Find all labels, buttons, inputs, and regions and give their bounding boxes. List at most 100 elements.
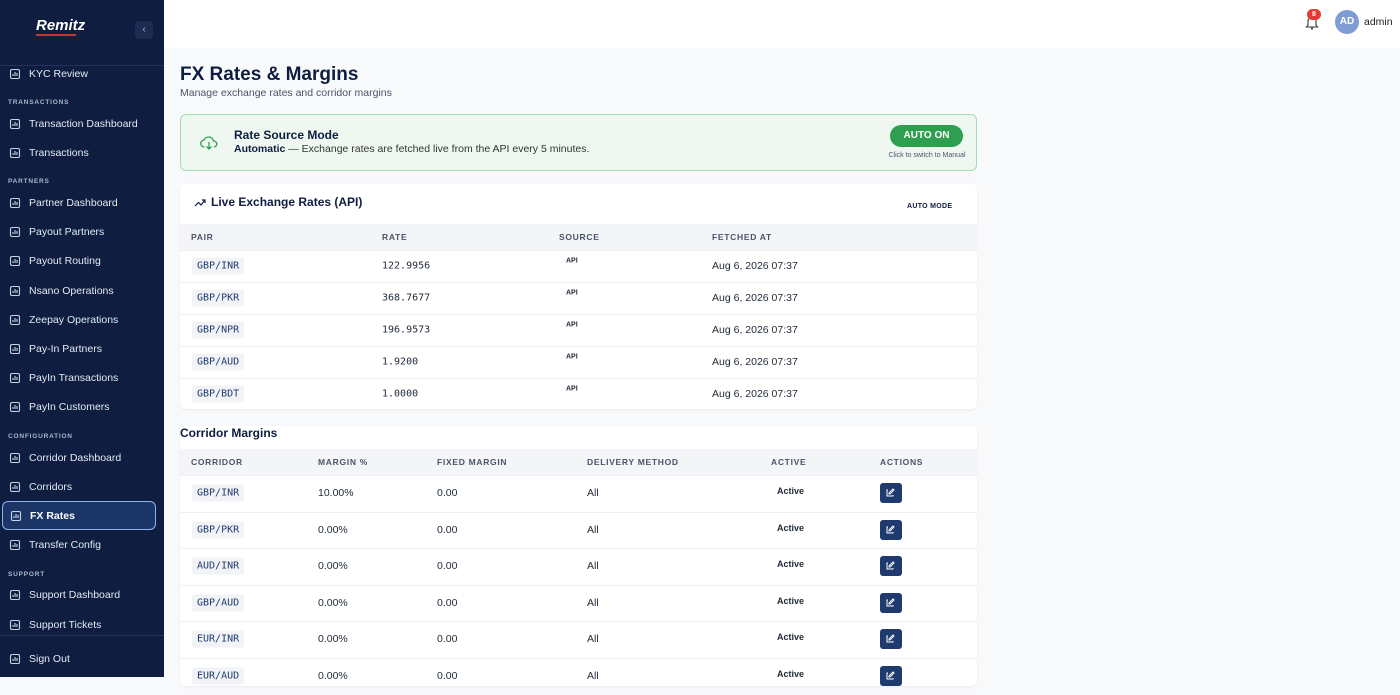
table-row (180, 282, 977, 314)
edit-icon (886, 671, 895, 680)
table-row (180, 378, 977, 410)
corridor-cell: GBP/AUD (192, 594, 245, 612)
nav-label: FX Rates (30, 509, 75, 522)
column-header: PAIR (191, 232, 214, 242)
nav-item[interactable]: FX Rates (2, 501, 156, 531)
nav-label: Zeepay Operations (29, 313, 119, 326)
column-header: DELIVERY METHOD (587, 457, 679, 467)
column-header: CORRIDOR (191, 457, 243, 467)
edit-button[interactable] (880, 556, 902, 577)
nav-icon (9, 68, 21, 79)
margin-cell: 0.00% (318, 560, 348, 573)
banner-text: Automatic — Exchange rates are fetched l… (234, 143, 589, 155)
delivery-cell: All (587, 560, 599, 573)
divider (0, 635, 164, 636)
edit-icon (886, 598, 895, 607)
nav-item[interactable]: Payout Partners (2, 218, 156, 247)
nav-item[interactable]: Corridor Dashboard (2, 443, 156, 472)
table-row (180, 314, 977, 346)
nav-item[interactable]: PayIn Customers (2, 393, 156, 422)
nav-item[interactable]: KYC Review (2, 59, 156, 88)
delivery-cell: All (587, 523, 599, 536)
collapse-button[interactable]: ‹ (135, 21, 153, 39)
nav-label: Corridors (29, 480, 73, 493)
logo-underline (36, 34, 76, 36)
margins-card: Corridor Margins CORRIDOR MARGIN % FIXED M… (180, 426, 977, 686)
nav-icon (9, 481, 21, 492)
section-label: PARTNERS (8, 178, 50, 186)
delivery-cell: All (587, 487, 599, 499)
fixed-margin-cell: 0.00 (437, 633, 458, 646)
nav-label: Transfer Config (29, 539, 101, 552)
nav-label: Partner Dashboard (29, 196, 118, 209)
fixed-margin-cell: 0.00 (437, 487, 458, 499)
trend-icon (194, 199, 206, 207)
nav-label: Transactions (29, 146, 89, 159)
nav-item[interactable]: Sign Out (2, 644, 156, 673)
margin-cell: 10.00% (318, 487, 354, 499)
nav-item[interactable]: Partner Dashboard (2, 188, 156, 217)
nav-item[interactable]: Support Tickets (2, 610, 156, 639)
nav-label: Sign Out (29, 652, 70, 665)
fixed-margin-cell: 0.00 (437, 670, 458, 682)
section-label: TRANSACTIONS (8, 99, 70, 106)
edit-button[interactable] (880, 592, 902, 613)
nav-item[interactable]: Zeepay Operations (2, 305, 156, 334)
active-badge: Active (777, 486, 805, 496)
rate-cell: 1.9200 (382, 356, 419, 368)
nav-icon (9, 540, 21, 551)
fetched-cell: Aug 6, 2026 07:37 (712, 324, 798, 336)
nav-icon (9, 619, 21, 630)
delivery-cell: All (587, 670, 599, 682)
nav-item[interactable]: Pay-In Partners (2, 334, 156, 363)
column-header: FETCHED AT (712, 232, 772, 242)
nav-item[interactable]: Transactions (2, 138, 156, 167)
table-row (180, 475, 977, 512)
fetched-cell: Aug 6, 2026 07:37 (712, 260, 798, 272)
corridor-cell: GBP/PKR (192, 521, 245, 539)
edit-icon (886, 488, 895, 497)
nav-item[interactable]: Payout Routing (2, 247, 156, 276)
pair-cell: GBP/PKR (192, 289, 245, 307)
section-label: CONFIGURATION (8, 433, 73, 440)
pair-cell: GBP/BDT (192, 385, 245, 403)
auto-mode-badge: AUTO MODE (907, 203, 953, 210)
nav-label: Pay-In Partners (29, 342, 102, 355)
source-badge: API (566, 321, 578, 329)
nav-item[interactable]: Transfer Config (2, 531, 156, 560)
nav-item[interactable]: Support Dashboard (2, 581, 156, 610)
rate-cell: 196.9573 (382, 324, 431, 336)
nav-item[interactable]: Transaction Dashboard (2, 109, 156, 138)
rate-cell: 122.9956 (382, 260, 431, 272)
nav-item[interactable]: Corridors (2, 472, 156, 501)
nav-label: KYC Review (29, 67, 88, 80)
nav-label: Transaction Dashboard (29, 117, 138, 130)
corridor-cell: EUR/AUD (192, 667, 245, 685)
nav-label: Support Tickets (29, 618, 102, 631)
edit-button[interactable] (880, 519, 902, 540)
edit-button[interactable] (880, 629, 902, 650)
nav-icon (9, 343, 21, 354)
nav-label: Corridor Dashboard (29, 451, 122, 464)
nav-label: Nsano Operations (29, 284, 114, 297)
edit-button[interactable] (880, 666, 902, 686)
nav-icon (9, 314, 21, 325)
fetched-cell: Aug 6, 2026 07:37 (712, 356, 798, 368)
table-row (180, 658, 977, 695)
auto-toggle-button[interactable]: AUTO ON (890, 125, 963, 147)
page-subtitle: Manage exchange rates and corridor margi… (180, 87, 392, 99)
nav-item[interactable]: PayIn Transactions (2, 364, 156, 393)
active-badge: Active (777, 522, 805, 533)
column-header: RATE (382, 232, 408, 242)
edit-icon (886, 634, 895, 643)
pair-cell: GBP/NPR (192, 321, 245, 339)
source-badge: API (566, 385, 578, 393)
fetched-cell: Aug 6, 2026 07:37 (712, 292, 798, 304)
avatar[interactable]: AD (1335, 10, 1359, 34)
sidebar: Remitz ‹ KYC Review TRANSACTIONS Transacti… (0, 0, 164, 677)
active-badge: Active (777, 669, 805, 679)
nav-item[interactable]: Nsano Operations (2, 276, 156, 305)
edit-button[interactable] (880, 483, 902, 503)
section-label: SUPPORT (8, 570, 46, 578)
username[interactable]: admin (1364, 16, 1393, 28)
